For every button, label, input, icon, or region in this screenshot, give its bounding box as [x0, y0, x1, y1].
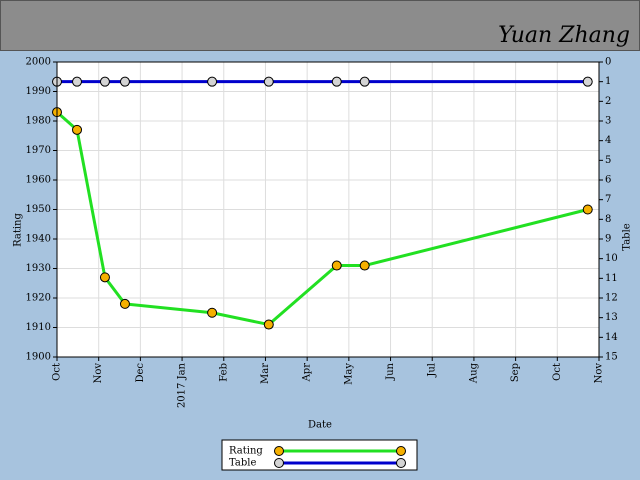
y2-tick-label: 15 — [605, 352, 618, 363]
y2-tick-label: 7 — [605, 194, 611, 205]
legend-marker — [274, 446, 284, 456]
x-tick-label: Mar — [260, 363, 271, 384]
y-tick-label: 2000 — [26, 57, 51, 68]
y2-tick-label: 3 — [605, 116, 611, 127]
data-point — [331, 260, 342, 271]
x-tick-label: Nov — [594, 363, 605, 384]
x-tick-label: Jun — [385, 362, 396, 380]
y-tick-label: 1980 — [26, 116, 51, 127]
y-tick-label: 1960 — [26, 175, 51, 186]
y2-tick-label: 6 — [605, 175, 611, 186]
y2-axis-title: Table — [622, 223, 633, 250]
data-point — [72, 76, 83, 87]
legend-marker — [396, 446, 406, 456]
y2-tick-label: 2 — [605, 96, 611, 107]
x-tick-label: Apr — [302, 363, 313, 383]
y2-tick-label: 13 — [605, 312, 618, 323]
y2-tick-label: 14 — [605, 332, 618, 343]
y2-tick-label: 4 — [605, 135, 611, 146]
data-point — [72, 124, 83, 135]
y-tick-label: 1940 — [26, 234, 51, 245]
legend-label: Table — [229, 458, 256, 469]
y2-tick-label: 10 — [605, 253, 618, 264]
plot-area — [56, 61, 600, 358]
y-tick-label: 1930 — [26, 263, 51, 274]
y-tick-label: 1990 — [26, 86, 51, 97]
data-point — [119, 298, 130, 309]
y2-tick-label: 0 — [605, 57, 611, 68]
data-point — [359, 76, 370, 87]
data-point — [99, 272, 110, 283]
y2-tick-label: 12 — [605, 293, 618, 304]
data-point — [207, 76, 218, 87]
data-point — [582, 204, 593, 215]
y-tick-label: 1900 — [26, 352, 51, 363]
x-tick-label: 2017 Jan — [177, 362, 188, 408]
data-point — [359, 260, 370, 271]
legend-marker — [274, 458, 284, 468]
data-point — [582, 76, 593, 87]
data-point — [99, 76, 110, 87]
data-point — [331, 76, 342, 87]
header — [0, 0, 640, 51]
y-tick-label: 1920 — [26, 293, 51, 304]
plot-layer: 1900191019201930194019501960197019801990… — [26, 57, 618, 409]
y2-tick-label: 1 — [605, 76, 611, 87]
data-point — [119, 76, 130, 87]
y-tick-label: 1970 — [26, 145, 51, 156]
y2-tick-label: 5 — [605, 155, 611, 166]
x-tick-label: Jul — [427, 363, 438, 378]
y2-tick-label: 11 — [605, 273, 618, 284]
data-point — [263, 76, 274, 87]
x-tick-label: Feb — [218, 363, 229, 382]
x-tick-label: Nov — [93, 363, 104, 384]
x-tick-label: Oct — [52, 363, 63, 381]
user-name: Yuan Zhang — [498, 23, 630, 48]
data-point — [207, 307, 218, 318]
y-axis-title: Rating — [13, 213, 24, 247]
x-axis-title: Date — [308, 420, 332, 431]
legend — [221, 439, 418, 471]
x-tick-label: Dec — [135, 363, 146, 383]
y-tick-label: 1950 — [26, 204, 51, 215]
legend-marker — [396, 458, 406, 468]
y2-tick-label: 9 — [605, 234, 611, 245]
legend-label: Rating — [229, 446, 263, 457]
x-tick-label: Sep — [510, 363, 521, 382]
x-tick-label: May — [343, 363, 354, 385]
x-tick-label: Aug — [468, 362, 479, 384]
y-tick-label: 1910 — [26, 322, 51, 333]
y2-tick-label: 8 — [605, 214, 611, 225]
data-point — [263, 319, 274, 330]
x-tick-label: Oct — [552, 363, 563, 381]
